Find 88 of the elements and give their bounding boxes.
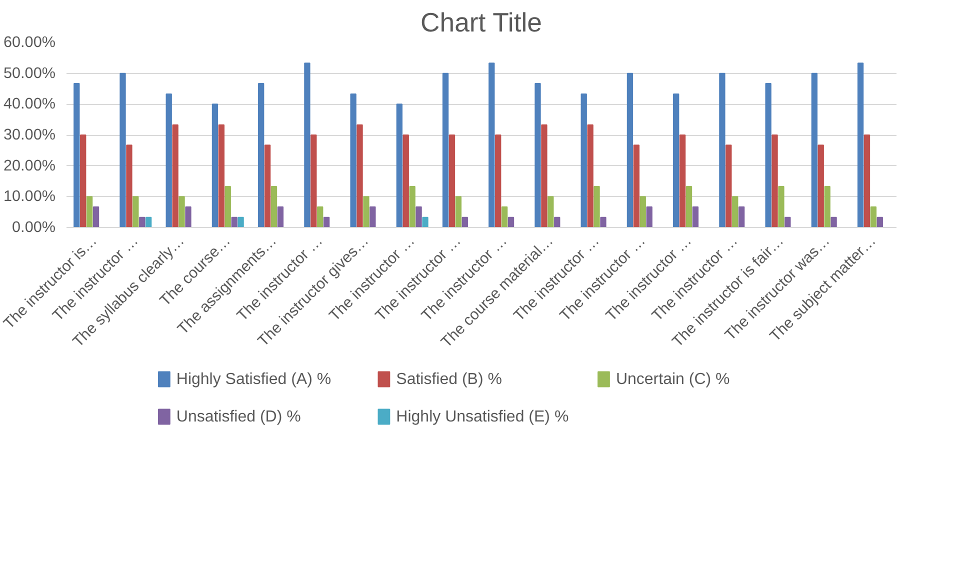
bar	[830, 216, 837, 228]
bar	[864, 134, 870, 228]
bar	[488, 62, 495, 228]
bar	[501, 206, 508, 228]
bar	[264, 144, 271, 228]
bar	[692, 206, 699, 228]
bar	[442, 72, 449, 228]
bar	[600, 216, 606, 228]
y-tick-label: 60.00%	[4, 34, 56, 51]
chart-title: Chart Title	[420, 8, 542, 38]
bar	[554, 216, 560, 228]
bar	[640, 196, 646, 228]
bar	[541, 124, 548, 228]
bar	[646, 206, 652, 228]
bar	[370, 206, 376, 228]
bar	[224, 186, 231, 228]
bar	[74, 83, 80, 228]
bar	[673, 93, 680, 228]
bar	[178, 196, 185, 228]
bar	[765, 83, 772, 228]
bar	[120, 72, 126, 228]
legend-label: Highly Satisfied (A) %	[176, 370, 332, 388]
bar	[416, 206, 422, 228]
legend-label: Unsatisfied (D) %	[176, 408, 301, 426]
bar	[462, 216, 468, 228]
y-tick-label: 40.00%	[4, 96, 56, 113]
bar	[818, 144, 824, 228]
bar	[633, 144, 640, 228]
bar	[310, 134, 317, 228]
bar	[317, 206, 324, 228]
bar	[356, 124, 363, 228]
bar	[732, 196, 738, 228]
bar	[448, 134, 456, 228]
bar	[824, 186, 830, 228]
bar	[304, 62, 310, 228]
bar	[139, 216, 146, 228]
bar	[145, 216, 152, 228]
bar	[323, 216, 330, 228]
legend-label: Highly Unsatisfied (E) %	[396, 408, 569, 426]
bar	[857, 62, 864, 228]
bar	[508, 216, 514, 228]
bar	[172, 124, 178, 228]
bar	[587, 124, 594, 228]
bar	[594, 186, 600, 228]
y-tick-label: 30.00%	[4, 126, 56, 144]
bar	[455, 196, 462, 228]
bar	[548, 196, 554, 228]
bar	[876, 216, 883, 228]
bar	[212, 104, 218, 228]
bar	[686, 186, 692, 228]
bar	[258, 83, 264, 228]
bar	[870, 206, 877, 228]
bar	[277, 206, 284, 228]
y-tick-label: 20.00%	[4, 157, 56, 174]
bar	[422, 216, 428, 228]
bar	[363, 196, 370, 228]
legend-label: Satisfied (B) %	[396, 370, 502, 388]
bar	[409, 186, 416, 228]
bar	[784, 216, 791, 228]
bar	[719, 72, 726, 228]
bar	[126, 144, 132, 228]
legend-label: Uncertain (C) %	[616, 370, 730, 388]
bar	[402, 134, 409, 228]
bar	[534, 83, 541, 228]
bar	[679, 134, 686, 228]
bar	[92, 206, 100, 228]
bar	[132, 196, 139, 228]
bar	[738, 206, 745, 228]
bar	[270, 186, 278, 228]
bar	[772, 134, 778, 228]
bar	[166, 93, 172, 228]
y-tick-label: 0.00%	[12, 219, 56, 236]
bar	[495, 134, 502, 228]
bar	[396, 104, 403, 228]
bar	[778, 186, 784, 228]
bar	[726, 144, 732, 228]
bar	[231, 216, 238, 228]
bar	[185, 206, 192, 228]
bar	[80, 134, 86, 228]
bar	[350, 93, 356, 228]
bar	[811, 72, 818, 228]
bar	[626, 72, 634, 228]
bar	[238, 216, 244, 228]
bar	[218, 124, 225, 228]
bar	[580, 93, 587, 228]
y-tick-label: 50.00%	[4, 64, 56, 82]
y-tick-label: 10.00%	[4, 188, 56, 206]
bar	[86, 196, 93, 228]
